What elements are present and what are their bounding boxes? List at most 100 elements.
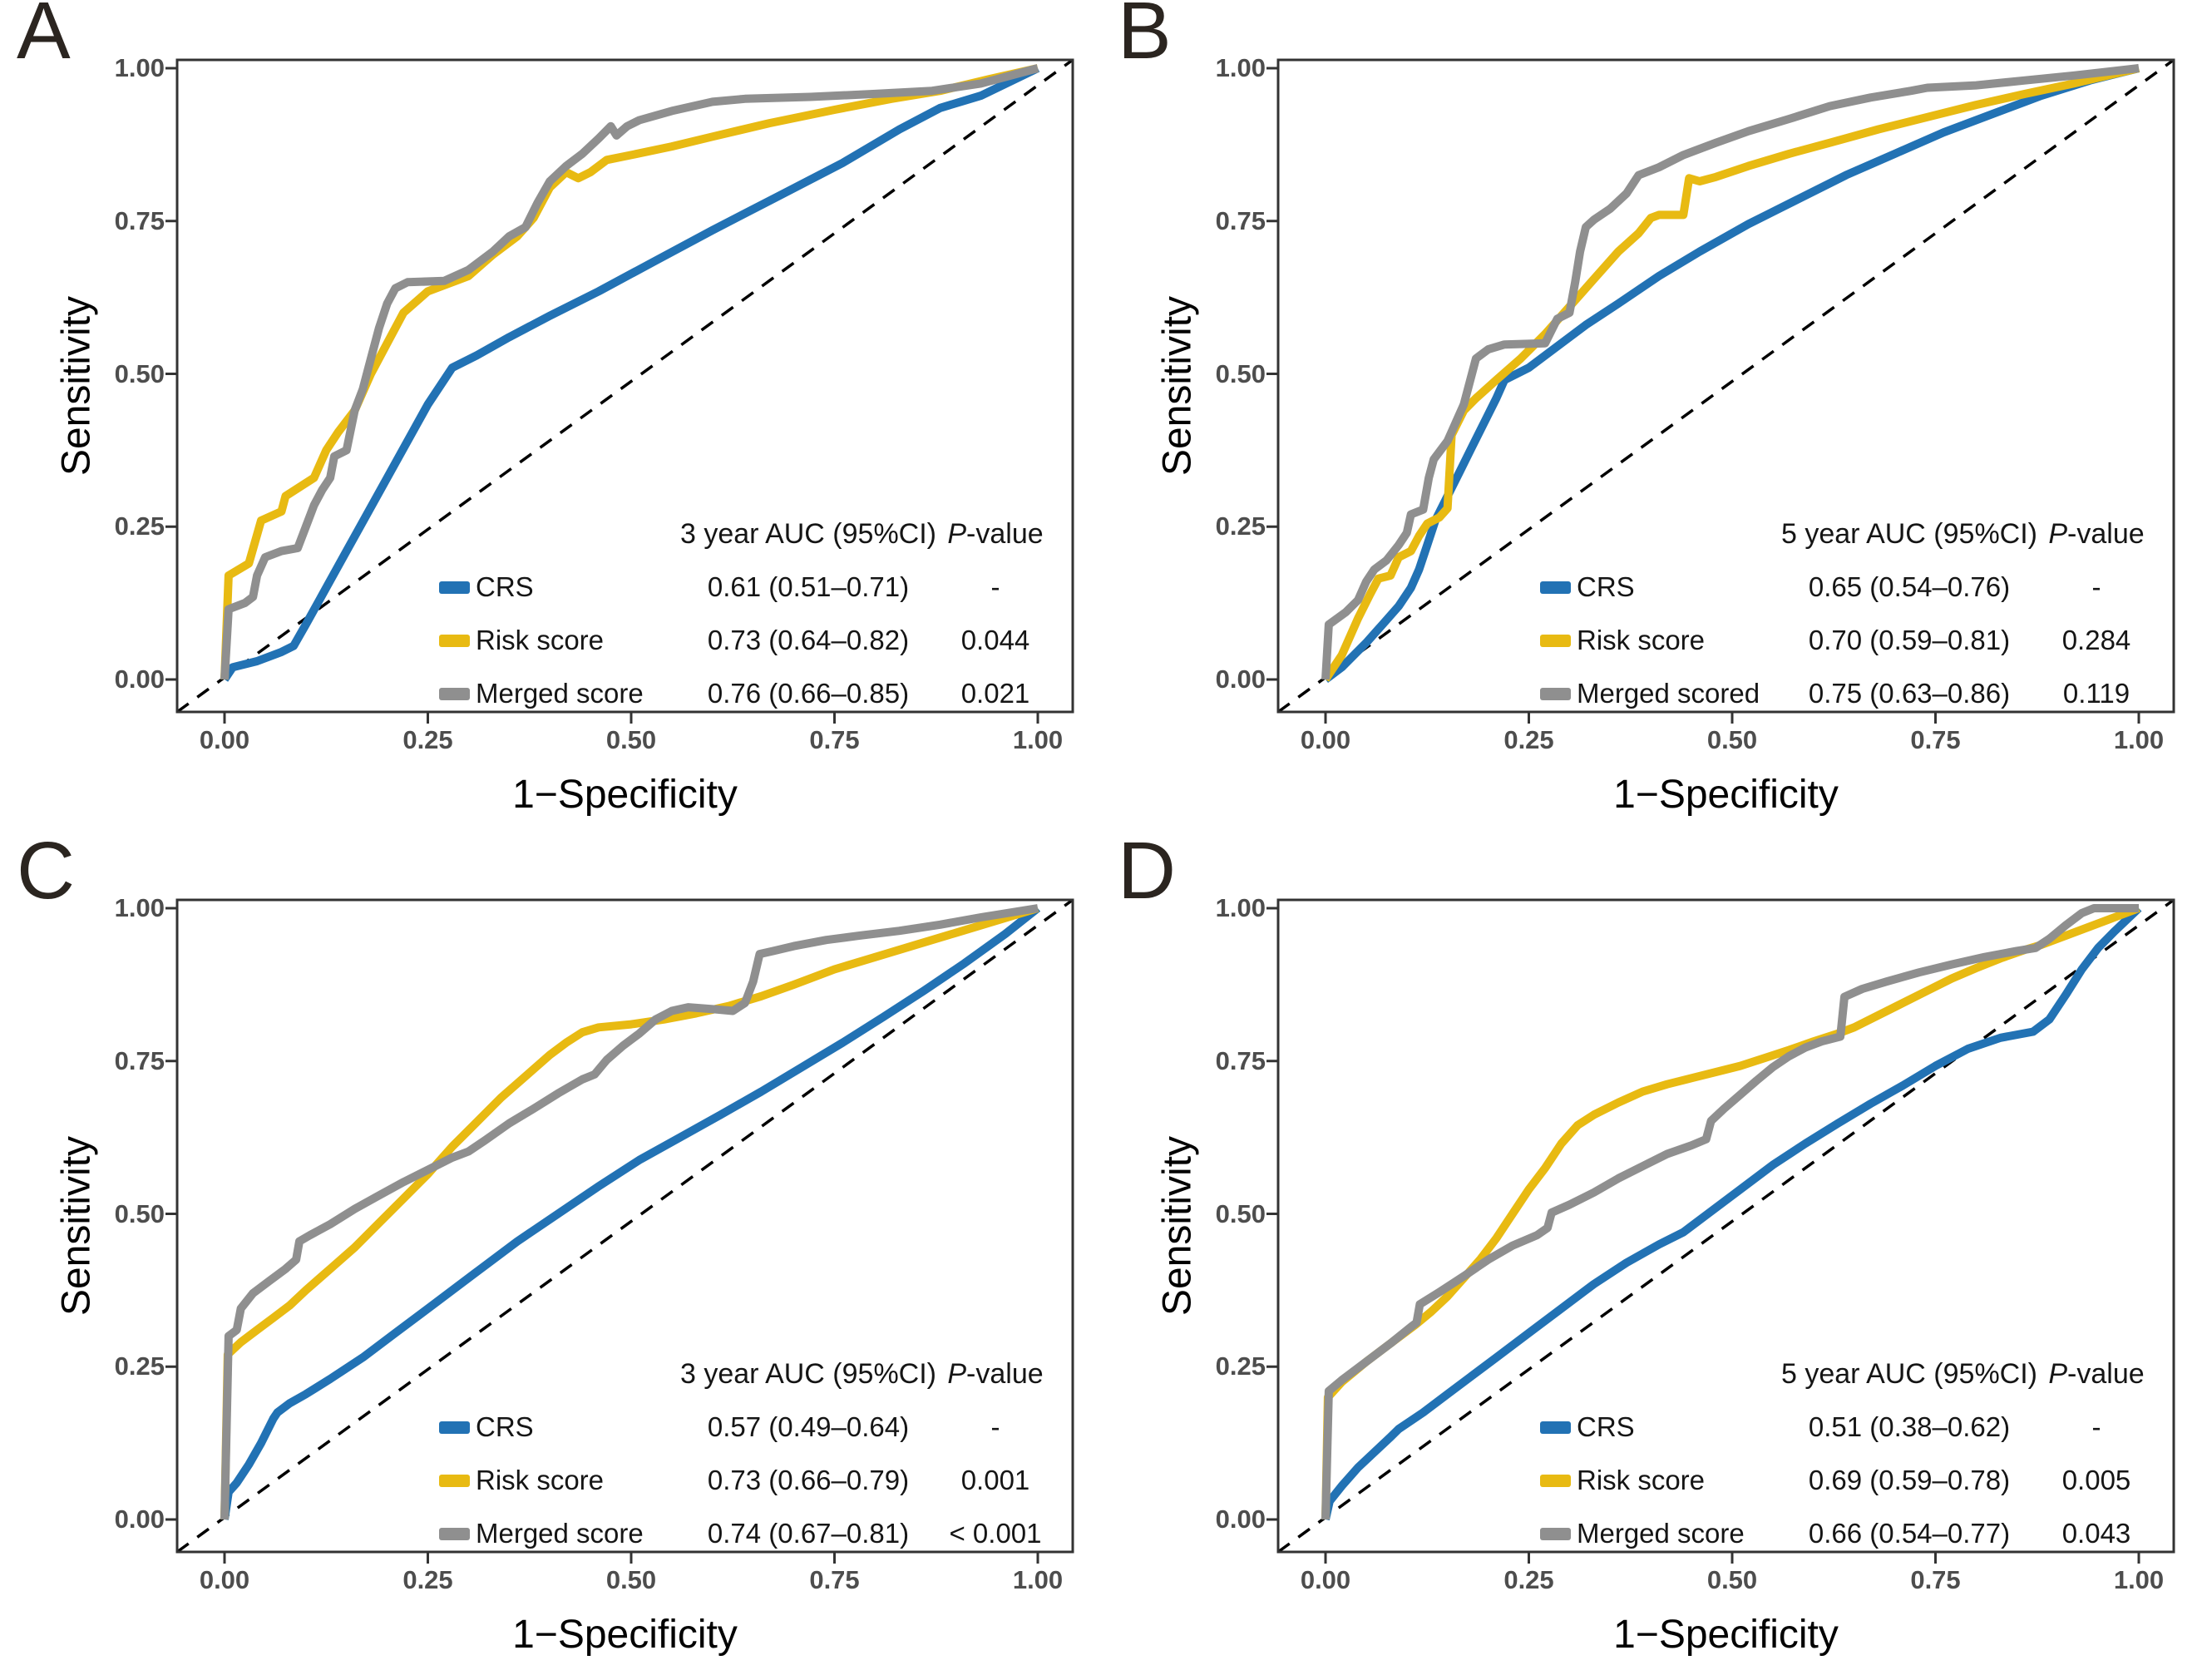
legend-series-name: Risk score [476, 625, 605, 655]
x-tick-label: 0.50 [605, 725, 657, 754]
legend-p-value: 0.021 [960, 678, 1030, 709]
y-tick-label: 0.25 [114, 1351, 165, 1381]
y-tick-label: 0.00 [114, 1505, 165, 1534]
panel-letter-d: D [1118, 840, 1177, 916]
legend-p-value: - [990, 1411, 1000, 1442]
legend-series-name: CRS [476, 1411, 534, 1442]
y-tick-label: 0.00 [1215, 665, 1266, 694]
auc-legend: 5 year AUC (95%CI) P-value CRS 0.65 (0.5… [1540, 507, 2160, 720]
x-axis-title: 1−Specificity [1613, 1613, 1839, 1657]
legend-p-value: 0.044 [960, 625, 1030, 655]
y-tick-label: 0.50 [1215, 1198, 1266, 1228]
x-tick-label: 1.00 [1012, 1565, 1064, 1594]
merged-score-color-swatch [439, 687, 470, 700]
legend-p-value: < 0.001 [949, 1518, 1042, 1549]
x-axis-title: 1−Specificity [512, 1613, 738, 1657]
x-tick-label: 1.00 [2113, 1565, 2165, 1594]
x-axis-title: 1−Specificity [512, 773, 738, 817]
y-tick-label: 0.75 [114, 205, 165, 235]
y-tick-label: 1.00 [1215, 893, 1266, 922]
y-tick-label: 0.50 [114, 358, 165, 388]
crs-color-swatch [1540, 581, 1571, 594]
legend-p-value: - [990, 571, 1000, 602]
auc-legend: 3 year AUC (95%CI) P-value CRS 0.57 (0.4… [439, 1347, 1059, 1560]
legend-auc-value: 0.75 (0.63–0.86) [1808, 678, 2011, 709]
y-tick-label: 0.75 [1215, 1045, 1266, 1075]
y-tick-label: 0.50 [1215, 358, 1266, 388]
x-tick-label: 0.50 [605, 1565, 657, 1594]
legend-auc-value: 0.61 (0.51–0.71) [707, 571, 910, 602]
roc-plot-c [165, 898, 1074, 1564]
legend-header-row: 3 year AUC (95%CI) P-value [439, 507, 1059, 561]
y-tick-label: 0.00 [1215, 1505, 1266, 1534]
legend-row-merged-score: Merged score 0.66 (0.54–0.77) 0.043 [1540, 1507, 2160, 1560]
roc-plot-a [165, 58, 1074, 724]
legend-auc-value: 0.65 (0.54–0.76) [1808, 571, 2011, 602]
merged-score-color-swatch [1540, 1527, 1571, 1540]
merged-score-color-swatch [439, 1527, 470, 1540]
roc-panel-d: D Sensitivity 1−Specificity 5 year AUC (… [1101, 840, 2202, 1680]
y-tick-label: 1.00 [1215, 53, 1266, 82]
risk-score-color-swatch [1540, 634, 1571, 647]
legend-p-value: 0.005 [2061, 1465, 2131, 1495]
legend-row-risk-score: Risk score 0.73 (0.66–0.79) 0.001 [439, 1454, 1059, 1507]
pvalue-italic-p: P [2048, 1357, 2068, 1390]
legend-auc-value: 0.69 (0.59–0.78) [1808, 1465, 2011, 1495]
y-tick-label: 0.75 [1215, 205, 1266, 235]
crs-color-swatch [1540, 1421, 1571, 1434]
legend-series-name: Merged scored [1577, 678, 1760, 709]
legend-series-name: Merged score [476, 678, 644, 709]
roc-plot-d [1266, 898, 2175, 1564]
legend-auc-value: 0.66 (0.54–0.77) [1808, 1518, 2011, 1549]
pvalue-italic-p: P [947, 1357, 967, 1390]
legend-row-crs: CRS 0.51 (0.38–0.62) - [1540, 1401, 2160, 1454]
legend-header-row: 5 year AUC (95%CI) P-value [1540, 507, 2160, 561]
legend-header-row: 5 year AUC (95%CI) P-value [1540, 1347, 2160, 1401]
x-axis-title: 1−Specificity [1613, 773, 1839, 817]
legend-pvalue-header: P-value [2048, 1357, 2145, 1390]
legend-p-value: 0.119 [2062, 678, 2130, 709]
risk-score-color-swatch [439, 1474, 470, 1487]
pvalue-italic-p: P [2048, 517, 2068, 550]
roc-plot-b [1266, 58, 2175, 724]
x-tick-label: 0.00 [199, 1565, 250, 1594]
pvalue-italic-p: P [947, 517, 967, 550]
legend-p-value: 0.284 [2061, 625, 2131, 655]
y-tick-label: 1.00 [114, 893, 165, 922]
y-tick-label: 0.50 [114, 1198, 165, 1228]
legend-auc-value: 0.57 (0.49–0.64) [707, 1411, 910, 1442]
legend-p-value: 0.043 [2061, 1518, 2131, 1549]
y-tick-label: 1.00 [114, 53, 165, 82]
x-tick-label: 0.25 [1503, 1565, 1554, 1594]
legend-auc-value: 0.51 (0.38–0.62) [1808, 1411, 2011, 1442]
y-tick-label: 0.00 [114, 665, 165, 694]
legend-auc-value: 0.73 (0.66–0.79) [707, 1465, 910, 1495]
merged-score-color-swatch [1540, 687, 1571, 700]
legend-pvalue-header: P-value [947, 517, 1044, 550]
legend-row-risk-score: Risk score 0.73 (0.64–0.82) 0.044 [439, 614, 1059, 667]
x-tick-label: 0.00 [1300, 1565, 1351, 1594]
roc-panel-c: C Sensitivity 1−Specificity 3 year AUC (… [0, 840, 1101, 1680]
legend-row-merged-score: Merged score 0.76 (0.66–0.85) 0.021 [439, 667, 1059, 720]
y-tick-label: 0.25 [114, 511, 165, 541]
crs-color-swatch [439, 581, 470, 594]
legend-auc-header: 3 year AUC (95%CI) [680, 517, 936, 550]
legend-p-value: 0.001 [960, 1465, 1030, 1495]
x-tick-label: 0.25 [1503, 725, 1554, 754]
legend-row-merged-score: Merged scored 0.75 (0.63–0.86) 0.119 [1540, 667, 2160, 720]
legend-series-name: Risk score [1577, 625, 1706, 655]
roc-panel-b: B Sensitivity 1−Specificity 5 year AUC (… [1101, 0, 2202, 840]
legend-row-risk-score: Risk score 0.69 (0.59–0.78) 0.005 [1540, 1454, 2160, 1507]
x-tick-label: 0.75 [809, 1565, 860, 1594]
auc-legend: 5 year AUC (95%CI) P-value CRS 0.51 (0.3… [1540, 1347, 2160, 1560]
legend-auc-header: 3 year AUC (95%CI) [680, 1357, 936, 1390]
x-tick-label: 0.00 [199, 725, 250, 754]
x-tick-label: 1.00 [1012, 725, 1064, 754]
x-tick-label: 0.75 [809, 725, 860, 754]
legend-p-value: - [2091, 571, 2101, 602]
auc-legend: 3 year AUC (95%CI) P-value CRS 0.61 (0.5… [439, 507, 1059, 720]
legend-row-risk-score: Risk score 0.70 (0.59–0.81) 0.284 [1540, 614, 2160, 667]
x-tick-label: 0.50 [1706, 725, 1758, 754]
legend-header-row: 3 year AUC (95%CI) P-value [439, 1347, 1059, 1401]
